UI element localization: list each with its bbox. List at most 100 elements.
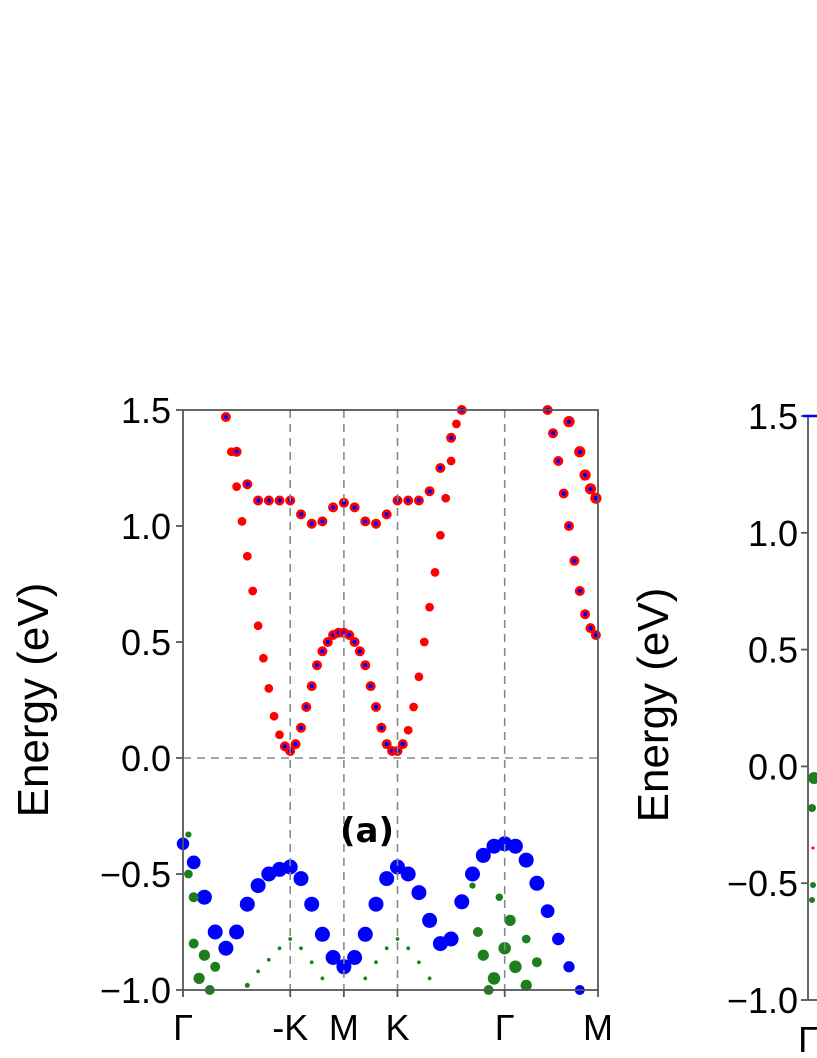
- blue-band-point: [379, 871, 395, 887]
- blue-band-point: [229, 924, 245, 940]
- blue-band-point: [282, 744, 288, 749]
- x-tick-label: K: [385, 1007, 409, 1048]
- y-tick-label: 1.0: [121, 506, 171, 547]
- blue-band-point: [320, 649, 325, 654]
- panel-a: 1.51.00.50.0−0.5−1.0 Γ -K M K Γ M Energy (eV)…: [9, 390, 613, 1048]
- blue-band-point: [443, 931, 459, 947]
- red-band-point: [259, 653, 268, 663]
- green-band-point: [495, 893, 504, 901]
- blue-band-point: [314, 663, 320, 668]
- green-band-point: [288, 937, 293, 941]
- panel-a-frame: [182, 409, 599, 991]
- blue-band-point: [438, 465, 443, 471]
- red-band-point: [237, 517, 247, 526]
- green-band-point: [374, 960, 378, 965]
- y-tick-label: 1.0: [748, 513, 798, 554]
- red-band-point: [248, 586, 258, 596]
- blue-band-point: [566, 523, 572, 529]
- x-tick-label: M: [583, 1007, 613, 1048]
- panel-b-y-ticks: 1.5 1.0 0.5 0.0 −0.5 −1.0: [727, 396, 808, 1021]
- blue-band-point: [363, 519, 368, 524]
- blue-band-point: [347, 950, 363, 965]
- blue-band-point: [550, 431, 556, 436]
- green-band-point: [198, 949, 211, 961]
- blue-band-point: [368, 896, 384, 912]
- y-tick-label: 0.0: [121, 738, 171, 779]
- blue-band-point: [507, 838, 523, 854]
- green-band-point: [185, 831, 192, 838]
- blue-band-point: [255, 498, 261, 503]
- panel-a-y-axis-label: Energy (eV): [9, 583, 58, 818]
- green-band-point: [477, 949, 489, 961]
- blue-band-point: [277, 498, 282, 503]
- blue-band-point: [239, 896, 255, 912]
- blue-band-point: [416, 498, 422, 503]
- blue-band-point: [400, 866, 416, 882]
- red-band-point: [403, 725, 413, 735]
- panel-b-x-tick-label: Γ: [798, 1019, 817, 1058]
- panel-b: 1.5 1.0 0.5 0.0 −0.5 −1.0 Energy (eV) Γ: [629, 396, 817, 1058]
- green-band-point: [520, 979, 532, 992]
- green-band-point: [363, 976, 368, 981]
- blue-band-point: [577, 449, 582, 454]
- green-band-point: [504, 914, 516, 927]
- blue-band-point: [593, 496, 599, 501]
- blue-band-point: [325, 950, 341, 965]
- blue-band-point: [588, 486, 593, 492]
- blue-band-point: [336, 959, 352, 975]
- y-tick-label: −0.5: [727, 863, 798, 904]
- green-band-point: [193, 972, 205, 985]
- y-tick-label: 1.5: [748, 396, 798, 437]
- blue-band-point: [298, 512, 304, 517]
- blue-band-point: [582, 472, 588, 478]
- green-band-point: [487, 972, 501, 985]
- panel-a-plot-area: [183, 410, 598, 990]
- panel-a-tag: (a): [340, 811, 394, 851]
- panel-b-y-axis-label: Energy (eV): [629, 588, 678, 823]
- red-band-point: [419, 637, 429, 647]
- red-band-point: [409, 702, 418, 712]
- red-band-point: [242, 551, 252, 561]
- blue-band-point: [422, 912, 438, 928]
- blue-band-point: [347, 632, 352, 638]
- red-band-point: [269, 711, 279, 721]
- blue-band-point: [448, 435, 454, 440]
- blue-band-point: [234, 449, 239, 454]
- panel-a-x-ticks: Γ -K M K Γ M: [173, 990, 613, 1048]
- blue-band-point: [563, 961, 575, 973]
- blue-band-point: [593, 632, 599, 638]
- panel-b-green-point: [808, 804, 816, 812]
- blue-band-point: [540, 904, 555, 918]
- blue-band-point: [373, 521, 379, 526]
- blue-band-point: [572, 558, 577, 563]
- blue-band-point: [552, 932, 565, 946]
- red-band-point: [275, 730, 284, 740]
- green-band-point: [531, 957, 542, 968]
- blue-band-point: [454, 894, 470, 910]
- red-band-point: [253, 621, 263, 631]
- blue-band-point: [384, 512, 389, 517]
- blue-band-point: [352, 639, 357, 645]
- green-band-point: [309, 960, 314, 965]
- green-band-point: [184, 869, 193, 879]
- blue-band-point: [320, 519, 325, 524]
- panel-b-green-point: [809, 897, 815, 903]
- red-band-point: [264, 684, 274, 693]
- panel-b-red-point: [811, 846, 815, 850]
- blue-band-point: [368, 683, 373, 689]
- panel-b-green-point: [810, 882, 816, 888]
- y-tick-label: −1.0: [100, 970, 171, 1011]
- green-band-point: [320, 976, 325, 981]
- green-band-point: [472, 927, 483, 937]
- blue-band-point: [373, 704, 379, 710]
- blue-band-point: [266, 498, 271, 503]
- blue-band-point: [582, 612, 588, 617]
- blue-band-point: [475, 847, 491, 863]
- red-band-point: [452, 419, 461, 429]
- red-band-point: [430, 568, 440, 577]
- blue-band-point: [556, 458, 561, 464]
- red-band-point: [425, 602, 434, 612]
- x-tick-label: Γ: [173, 1007, 193, 1048]
- blue-band-point: [518, 852, 534, 868]
